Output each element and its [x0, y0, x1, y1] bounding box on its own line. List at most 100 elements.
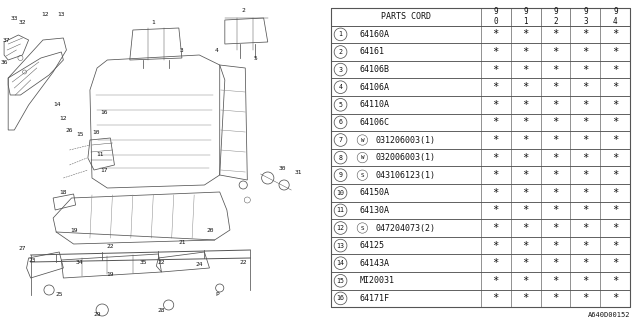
Text: 33: 33 — [10, 15, 18, 20]
Text: *: * — [552, 29, 559, 39]
Text: *: * — [552, 47, 559, 57]
Text: *: * — [522, 293, 529, 303]
Text: 64106C: 64106C — [360, 118, 389, 127]
Text: *: * — [612, 170, 618, 180]
Text: 3: 3 — [180, 47, 184, 52]
Text: 11: 11 — [97, 153, 104, 157]
Text: 25: 25 — [56, 292, 63, 297]
Text: *: * — [582, 65, 589, 75]
Text: *: * — [552, 276, 559, 286]
Text: *: * — [582, 29, 589, 39]
Text: S: S — [361, 173, 364, 178]
Text: *: * — [612, 100, 618, 110]
Text: *: * — [522, 188, 529, 198]
Text: 9: 9 — [339, 172, 342, 178]
Text: *: * — [522, 47, 529, 57]
Text: 64150A: 64150A — [360, 188, 389, 197]
Text: 19: 19 — [70, 228, 77, 233]
Text: 64160A: 64160A — [360, 30, 389, 39]
Text: A640D00152: A640D00152 — [588, 312, 630, 318]
Text: 2: 2 — [339, 49, 342, 55]
Text: 032006003(1): 032006003(1) — [376, 153, 436, 162]
Text: 5: 5 — [339, 102, 342, 108]
Text: *: * — [612, 188, 618, 198]
Text: 64143A: 64143A — [360, 259, 389, 268]
Text: 12: 12 — [60, 116, 67, 121]
Bar — [331, 166, 630, 184]
Text: *: * — [493, 100, 499, 110]
Text: *: * — [522, 29, 529, 39]
Text: *: * — [493, 205, 499, 215]
Text: *: * — [493, 170, 499, 180]
Text: *: * — [582, 153, 589, 163]
Bar — [331, 26, 630, 43]
Text: 64171F: 64171F — [360, 294, 389, 303]
Text: *: * — [522, 223, 529, 233]
Text: *: * — [522, 65, 529, 75]
Text: 31: 31 — [294, 170, 302, 174]
Text: *: * — [612, 65, 618, 75]
Text: 20: 20 — [207, 228, 214, 233]
Text: *: * — [552, 82, 559, 92]
Text: 9
1: 9 1 — [524, 7, 528, 27]
Text: *: * — [582, 82, 589, 92]
Bar — [331, 237, 630, 254]
Text: 23: 23 — [29, 258, 36, 262]
Text: *: * — [612, 82, 618, 92]
Text: *: * — [493, 65, 499, 75]
Text: 13: 13 — [58, 12, 65, 17]
Text: 26: 26 — [66, 127, 73, 132]
Text: 2: 2 — [241, 7, 245, 12]
Text: *: * — [582, 100, 589, 110]
Text: *: * — [582, 223, 589, 233]
Text: *: * — [522, 117, 529, 127]
Bar — [331, 61, 630, 78]
Bar — [331, 114, 630, 131]
Text: 4: 4 — [215, 47, 218, 52]
Text: 64106B: 64106B — [360, 65, 389, 74]
Text: PARTS CORD: PARTS CORD — [381, 12, 431, 21]
Text: 22: 22 — [157, 260, 165, 265]
Text: 36: 36 — [1, 60, 8, 65]
Text: *: * — [522, 100, 529, 110]
Text: 16: 16 — [337, 295, 344, 301]
Text: *: * — [612, 117, 618, 127]
Text: *: * — [582, 47, 589, 57]
Text: *: * — [582, 188, 589, 198]
Text: *: * — [552, 117, 559, 127]
Text: 7: 7 — [339, 137, 342, 143]
Bar — [331, 184, 630, 202]
Bar — [331, 149, 630, 166]
Text: *: * — [493, 47, 499, 57]
Text: 4: 4 — [339, 84, 342, 90]
Text: *: * — [552, 170, 559, 180]
Text: 047204073(2): 047204073(2) — [376, 223, 436, 233]
Bar — [331, 78, 630, 96]
Text: *: * — [552, 223, 559, 233]
Text: 9
2: 9 2 — [553, 7, 558, 27]
Text: *: * — [582, 135, 589, 145]
Text: *: * — [493, 135, 499, 145]
Text: *: * — [493, 153, 499, 163]
Text: 34: 34 — [76, 260, 83, 265]
Text: 1: 1 — [152, 20, 155, 25]
Text: 5: 5 — [253, 55, 257, 60]
Text: 29: 29 — [93, 311, 101, 316]
Text: 8: 8 — [339, 155, 342, 161]
Text: 37: 37 — [3, 37, 10, 43]
Text: 043106123(1): 043106123(1) — [376, 171, 436, 180]
Bar — [331, 272, 630, 290]
Text: *: * — [493, 188, 499, 198]
Text: *: * — [493, 293, 499, 303]
Text: *: * — [582, 276, 589, 286]
Bar — [331, 131, 630, 149]
Text: *: * — [493, 223, 499, 233]
Text: 14: 14 — [54, 102, 61, 108]
Text: 64125: 64125 — [360, 241, 385, 250]
Text: 24: 24 — [196, 262, 203, 268]
Text: 12: 12 — [337, 225, 344, 231]
Text: *: * — [612, 29, 618, 39]
Text: *: * — [552, 135, 559, 145]
Text: *: * — [552, 205, 559, 215]
Text: *: * — [612, 258, 618, 268]
